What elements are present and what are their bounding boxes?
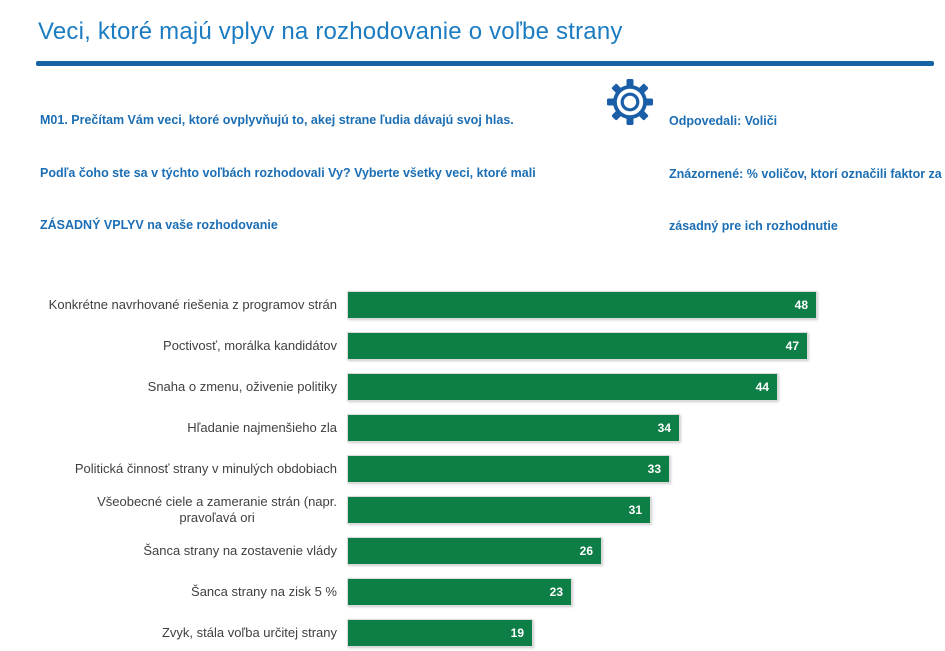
- category-label-text: Zvyk, stála voľba určitej strany: [161, 625, 337, 640]
- category-label: Konkrétne navrhované riešenia z programo…: [40, 297, 337, 313]
- bar-zone: 23: [347, 578, 945, 606]
- bar: 19: [347, 619, 533, 647]
- legend-note-group: Odpovedali: Voliči Znázornené: % voličov…: [605, 77, 942, 271]
- bar-zone: 47: [347, 332, 945, 360]
- category-label-text: Všeobecné ciele a zameranie strán (napr.…: [97, 494, 337, 525]
- value-label: 48: [794, 298, 808, 312]
- bar-zone: 31: [347, 496, 945, 524]
- survey-question: M01. Prečítam Vám veci, ktoré ovplyvňujú…: [40, 77, 593, 270]
- category-label-text: Hľadanie najmenšieho zla: [187, 420, 337, 435]
- category-label: Poctivosť, morálka kandidátov: [40, 338, 337, 354]
- value-label: 31: [628, 503, 642, 517]
- gear-icon: [605, 77, 655, 127]
- bar-zone: 19: [347, 619, 945, 647]
- value-label: 19: [510, 626, 524, 640]
- question-line: M01. Prečítam Vám veci, ktoré ovplyvňujú…: [40, 113, 514, 127]
- chart-row: Politická činnosť strany v minulých obdo…: [0, 449, 945, 490]
- bar: 48: [347, 291, 817, 319]
- value-label: 34: [657, 421, 671, 435]
- category-label: Politická činnosť strany v minulých obdo…: [40, 461, 337, 477]
- chart-row: Zvyk, stála voľba určitej strany 19: [0, 613, 945, 651]
- bar-zone: 34: [347, 414, 945, 442]
- bar: 33: [347, 455, 670, 483]
- chart-row: Všeobecné ciele a zameranie strán (napr.…: [0, 490, 945, 531]
- bar-zone: 26: [347, 537, 945, 565]
- category-label-text: Poctivosť, morálka kandidátov: [163, 338, 337, 353]
- value-label: 23: [549, 585, 563, 599]
- title-divider: [36, 61, 934, 66]
- value-label: 33: [647, 462, 661, 476]
- category-label: Zvyk, stála voľba určitej strany: [40, 625, 337, 641]
- subheader: M01. Prečítam Vám veci, ktoré ovplyvňujú…: [40, 77, 942, 271]
- category-label-text: Politická činnosť strany v minulých obdo…: [74, 461, 337, 476]
- category-label: Všeobecné ciele a zameranie strán (napr.…: [40, 494, 337, 526]
- question-line: Podľa čoho ste sa v týchto voľbách rozho…: [40, 165, 536, 180]
- category-label-text: Konkrétne navrhované riešenia z programo…: [48, 297, 337, 312]
- note-line: zásadný pre ich rozhodnutie: [669, 219, 838, 233]
- bar: 34: [347, 414, 680, 442]
- bar: 23: [347, 578, 572, 606]
- chart-row: Hľadanie najmenšieho zla 34: [0, 408, 945, 449]
- chart-row: Konkrétne navrhované riešenia z programo…: [0, 285, 945, 326]
- bar-chart: Konkrétne navrhované riešenia z programo…: [0, 285, 945, 651]
- note-line: Odpovedali: Voliči: [669, 114, 778, 128]
- page-title: Veci, ktoré majú vplyv na rozhodovanie o…: [38, 18, 623, 45]
- value-label: 26: [579, 544, 593, 558]
- bar-zone: 33: [347, 455, 945, 483]
- bar-zone: 44: [347, 373, 945, 401]
- bar-zone: 48: [347, 291, 945, 319]
- category-label: Šanca strany na zisk 5 %: [40, 584, 337, 600]
- bar: 26: [347, 537, 602, 565]
- category-label-text: Šanca strany na zostavenie vlády: [143, 543, 337, 558]
- category-label: Snaha o zmenu, oživenie politiky: [40, 379, 337, 395]
- chart-row: Poctivosť, morálka kandidátov 47: [0, 326, 945, 367]
- chart-row: Šanca strany na zostavenie vlády 26: [0, 531, 945, 572]
- legend-note: Odpovedali: Voliči Znázornené: % voličov…: [669, 77, 942, 271]
- bar: 44: [347, 373, 778, 401]
- bar: 47: [347, 332, 808, 360]
- question-line: ZÁSADNÝ VPLYV na vaše rozhodovanie: [40, 218, 278, 232]
- value-label: 44: [755, 380, 769, 394]
- category-label-text: Snaha o zmenu, oživenie politiky: [147, 379, 337, 394]
- category-label: Šanca strany na zostavenie vlády: [40, 543, 337, 559]
- note-line: Znázornené: % voličov, ktorí označili fa…: [669, 166, 942, 181]
- bar: 31: [347, 496, 651, 524]
- chart-row: Šanca strany na zisk 5 % 23: [0, 572, 945, 613]
- category-label-text: Šanca strany na zisk 5 %: [191, 584, 337, 599]
- chart-row: Snaha o zmenu, oživenie politiky 44: [0, 367, 945, 408]
- value-label: 47: [785, 339, 799, 353]
- category-label: Hľadanie najmenšieho zla: [40, 420, 337, 436]
